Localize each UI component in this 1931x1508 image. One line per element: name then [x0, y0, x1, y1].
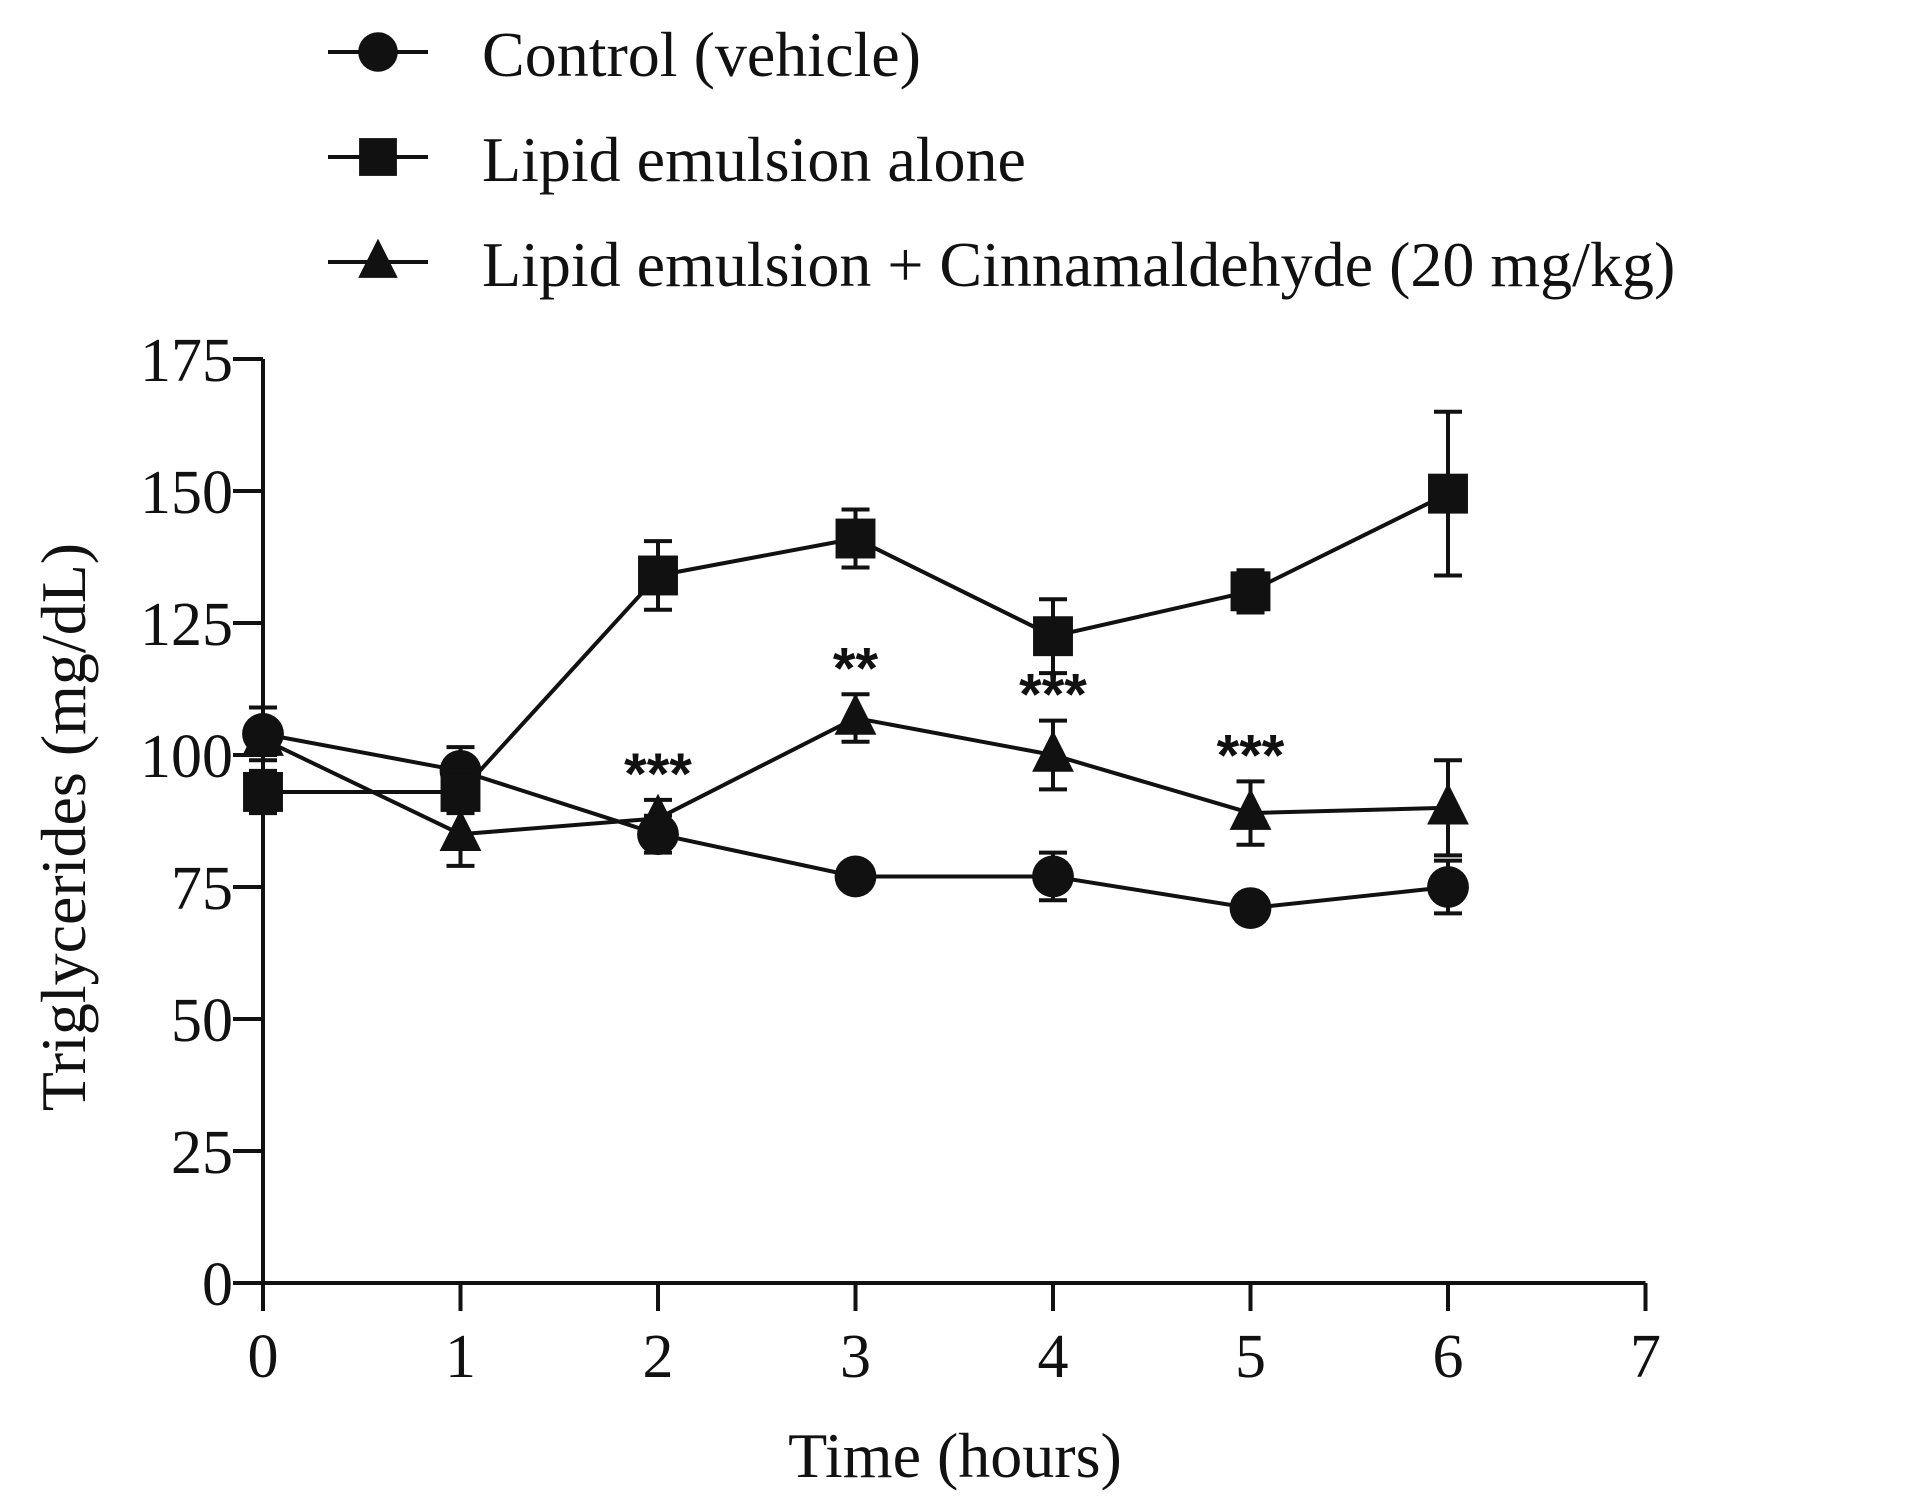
data-point	[242, 714, 284, 756]
x-tick-label: 5	[1235, 1323, 1266, 1391]
data-point	[1229, 788, 1272, 830]
x-tick-label: 3	[840, 1323, 871, 1391]
data-point	[638, 555, 678, 596]
data-point	[834, 693, 877, 735]
data-point	[1427, 783, 1469, 825]
data-point	[834, 855, 877, 898]
legend-item-square: Lipid emulsion alone	[328, 124, 1026, 195]
annotation-layer: ***** ******	[624, 636, 1285, 807]
series-square	[243, 409, 1468, 816]
series-layer	[242, 409, 1469, 930]
data-point	[1229, 887, 1272, 930]
y-tick-label: 100	[140, 723, 233, 791]
legend: Control (vehicle) Lipid emulsion alone Lip…	[328, 19, 1675, 300]
x-tick-label: 2	[643, 1323, 674, 1391]
legend-marker-circle-icon	[358, 32, 398, 72]
data-point	[1032, 855, 1074, 898]
y-tick-label: 175	[140, 327, 233, 395]
y-tick-label: 50	[171, 987, 233, 1055]
legend-label: Lipid emulsion alone	[482, 124, 1026, 195]
axes: 0 25 50 75 100 125 150 175 0 1 2 3 4 5 6 7	[140, 327, 1661, 1391]
data-point	[243, 772, 283, 812]
legend-label: Control (vehicle)	[482, 19, 921, 90]
x-tick-label: 0	[248, 1323, 279, 1391]
legend-marker-triangle-icon	[358, 238, 398, 278]
x-tick-label: 6	[1433, 1323, 1464, 1391]
significance-marker: **	[833, 636, 879, 701]
x-tick-label: 4	[1038, 1323, 1069, 1391]
y-tick-label: 125	[140, 591, 233, 659]
legend-label: Lipid emulsion + Cinnamaldehyde (20 mg/k…	[482, 229, 1675, 300]
significance-marker: ***	[1019, 663, 1087, 728]
x-tick-label: 7	[1630, 1323, 1661, 1391]
y-tick-label: 25	[171, 1119, 233, 1187]
series-triangle	[242, 692, 1469, 868]
legend-marker-square-icon	[359, 138, 397, 176]
y-tick-label: 0	[202, 1251, 233, 1319]
legend-item-triangle: Lipid emulsion + Cinnamaldehyde (20 mg/k…	[328, 229, 1675, 300]
data-point	[835, 518, 876, 559]
x-axis-label: Time (hours)	[788, 1420, 1122, 1491]
data-point	[1427, 866, 1469, 908]
data-point	[1032, 730, 1074, 772]
significance-marker: ***	[1217, 723, 1285, 788]
data-point	[439, 809, 482, 851]
data-point	[1428, 473, 1468, 514]
data-point	[1230, 571, 1271, 612]
significance-marker: ***	[624, 742, 692, 807]
data-point	[637, 793, 679, 836]
data-point	[1033, 616, 1073, 657]
y-axis-label: Triglycerides (mg/dL)	[28, 543, 99, 1111]
legend-item-circle: Control (vehicle)	[328, 19, 921, 90]
y-tick-label: 150	[140, 459, 233, 527]
y-tick-label: 75	[171, 855, 233, 923]
x-tick-label: 1	[445, 1323, 476, 1391]
